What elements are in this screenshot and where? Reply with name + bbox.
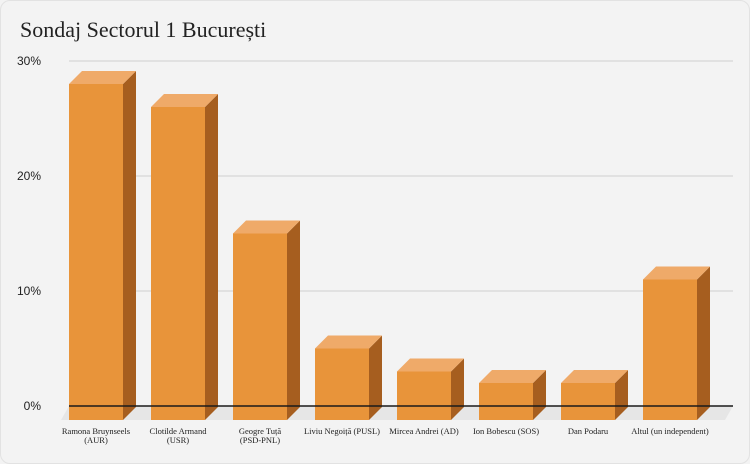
x-tick-label: Clotilde Armand — [150, 426, 208, 436]
bar-top — [561, 370, 628, 383]
bar — [561, 383, 615, 420]
x-tick-label: Mircea Andrei (AD) — [389, 426, 459, 436]
bar-top — [233, 220, 300, 234]
bar — [69, 84, 123, 420]
bar — [397, 371, 451, 420]
x-tick-label: (AUR) — [84, 435, 108, 445]
bar-side — [123, 71, 136, 420]
y-tick-label: 0% — [24, 399, 42, 413]
y-tick-label: 10% — [17, 284, 41, 298]
bar-side — [451, 358, 464, 420]
bar-top — [643, 266, 710, 280]
bar-top — [151, 94, 218, 107]
y-tick-label: 30% — [17, 54, 41, 68]
x-tick-label: Ramona Bruynseels — [62, 426, 130, 436]
bar — [315, 348, 369, 420]
bar-side — [369, 335, 382, 420]
bar-top — [479, 370, 546, 383]
x-tick-label: Liviu Negoiță (PUSL) — [304, 426, 380, 436]
bar-top — [315, 335, 382, 349]
bar-top — [397, 358, 464, 372]
bar-side — [615, 370, 628, 420]
bar-side — [205, 94, 218, 420]
x-tick-label: Dan Podaru — [568, 426, 609, 436]
x-tick-label: (PSD-PNL) — [240, 435, 280, 445]
bar-side — [697, 266, 710, 420]
x-tick-label: Ion Bobescu (SOS) — [473, 426, 539, 436]
bar — [479, 383, 533, 420]
bar — [643, 279, 697, 420]
bar-top — [69, 71, 136, 84]
bar-side — [287, 220, 300, 420]
x-tick-label: Altul (un independent) — [631, 426, 709, 436]
bar-side — [533, 370, 546, 420]
bar — [151, 107, 205, 420]
y-tick-label: 20% — [17, 169, 41, 183]
chart-title: Sondaj Sectorul 1 București — [20, 17, 267, 42]
x-tick-label: Geogre Tuță — [239, 426, 281, 436]
x-tick-label: (USR) — [167, 435, 189, 445]
bar — [233, 233, 287, 420]
